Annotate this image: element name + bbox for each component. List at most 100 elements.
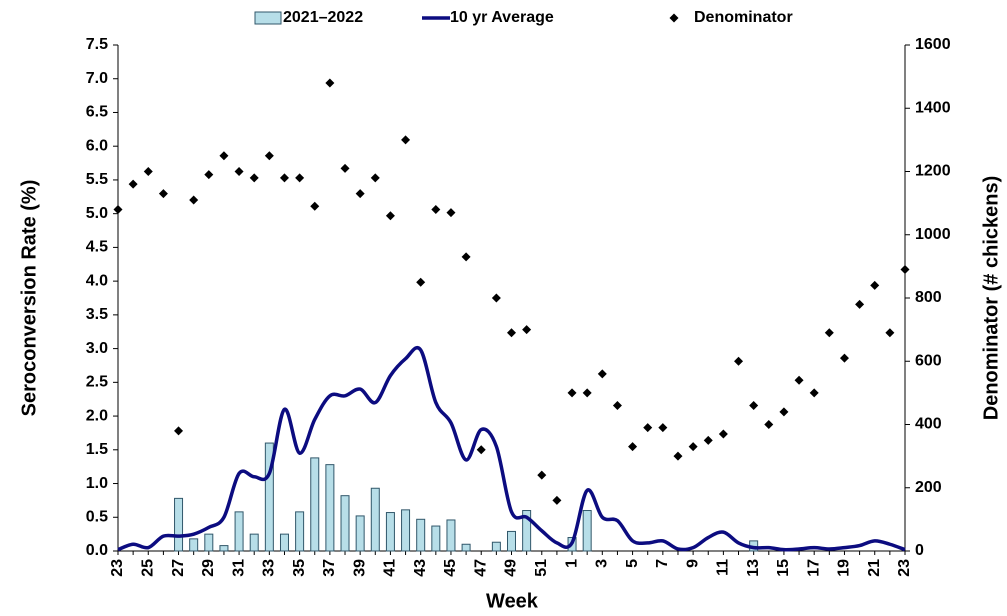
y-tick-label: 5.5 — [86, 171, 108, 188]
x-tick-label: 25 — [139, 559, 156, 577]
x-tick-label: 29 — [200, 559, 217, 577]
point — [870, 280, 880, 290]
x-tick-label: 39 — [351, 559, 368, 577]
point — [537, 470, 547, 480]
y2-tick-label: 1000 — [915, 226, 951, 243]
point — [401, 135, 411, 145]
point — [325, 78, 335, 88]
x-tick-label: 45 — [442, 559, 459, 577]
bar — [582, 510, 592, 552]
point — [416, 277, 426, 287]
y-tick-label: 6.5 — [86, 104, 108, 121]
y-tick-label: 2.5 — [86, 374, 108, 391]
x-tick-label: 27 — [170, 559, 187, 577]
point — [310, 201, 320, 211]
point — [370, 173, 380, 183]
point — [597, 369, 607, 379]
y-tick-label: 7.0 — [86, 70, 108, 87]
x-tick-label: 23 — [896, 559, 913, 577]
point — [718, 429, 728, 439]
x-tick-label: 17 — [805, 559, 822, 577]
point — [234, 167, 244, 176]
x-tick-label: 19 — [836, 559, 853, 577]
y2-tick-label: 600 — [915, 352, 942, 369]
point — [673, 451, 683, 461]
legend-label: 2021–2022 — [283, 9, 363, 26]
bar — [507, 530, 516, 552]
point — [658, 423, 668, 433]
bar — [234, 511, 244, 552]
point — [340, 163, 350, 173]
bar — [189, 538, 199, 552]
bar — [385, 512, 395, 552]
legend-label: 10 yr Average — [450, 9, 554, 26]
point — [703, 435, 713, 445]
point — [128, 179, 138, 189]
bar — [279, 533, 289, 552]
bar — [401, 509, 411, 552]
point — [189, 195, 199, 205]
legend-swatch — [254, 11, 282, 25]
point — [264, 151, 274, 161]
y-tick-label: 4.5 — [86, 239, 108, 256]
x-tick-label: 37 — [321, 559, 338, 577]
y-tick-label: 3.0 — [86, 340, 108, 357]
point — [885, 328, 895, 338]
point — [279, 173, 289, 183]
bar — [310, 457, 320, 552]
y2-tick-label: 1600 — [915, 36, 951, 53]
bar — [491, 541, 501, 552]
point — [355, 189, 365, 199]
y2-tick-label: 1200 — [915, 163, 951, 180]
point — [749, 401, 759, 411]
point — [174, 426, 184, 436]
bar — [431, 525, 441, 552]
x-tick-label: 35 — [291, 559, 308, 577]
x-tick-label: 9 — [684, 559, 701, 568]
bar — [219, 545, 229, 552]
point — [824, 328, 834, 338]
y-tick-label: 0.0 — [86, 542, 108, 559]
bar — [446, 519, 456, 552]
bar — [249, 533, 259, 552]
point — [794, 375, 804, 385]
point — [461, 252, 471, 262]
x-tick-label: 49 — [503, 559, 520, 577]
x-tick-label: 51 — [533, 559, 550, 577]
y-tick-label: 4.0 — [86, 272, 108, 289]
x-axis-title: Week — [486, 590, 539, 612]
y2-tick-label: 0 — [915, 542, 924, 559]
x-tick-label: 5 — [624, 559, 641, 568]
y2-axis-title: Denominator (# chickens) — [980, 176, 1002, 421]
y-tick-label: 0.5 — [86, 508, 108, 525]
x-tick-label: 1 — [563, 559, 580, 568]
point — [688, 442, 698, 452]
bar — [204, 533, 214, 552]
point — [809, 388, 819, 398]
x-tick-label: 13 — [745, 559, 762, 577]
point — [628, 442, 638, 452]
y2-tick-label: 1400 — [915, 99, 951, 116]
y-axis-title: Seroconversion Rate (%) — [18, 180, 40, 417]
point — [900, 265, 910, 275]
bar — [264, 442, 274, 552]
x-tick-label: 33 — [261, 559, 278, 577]
point — [643, 423, 653, 433]
y2-tick-label: 800 — [915, 289, 942, 306]
point — [446, 208, 456, 218]
point — [839, 353, 849, 363]
point — [158, 189, 168, 199]
point — [295, 173, 305, 183]
bar — [370, 487, 380, 552]
x-tick-label: 43 — [412, 559, 429, 577]
y-tick-label: 5.0 — [86, 205, 108, 222]
x-tick-label: 15 — [775, 559, 792, 577]
bar — [355, 515, 365, 552]
point — [779, 407, 789, 417]
point — [612, 401, 622, 411]
point — [219, 151, 229, 161]
point — [143, 167, 153, 176]
x-tick-label: 41 — [382, 559, 399, 577]
point — [249, 173, 259, 183]
point — [204, 170, 214, 180]
